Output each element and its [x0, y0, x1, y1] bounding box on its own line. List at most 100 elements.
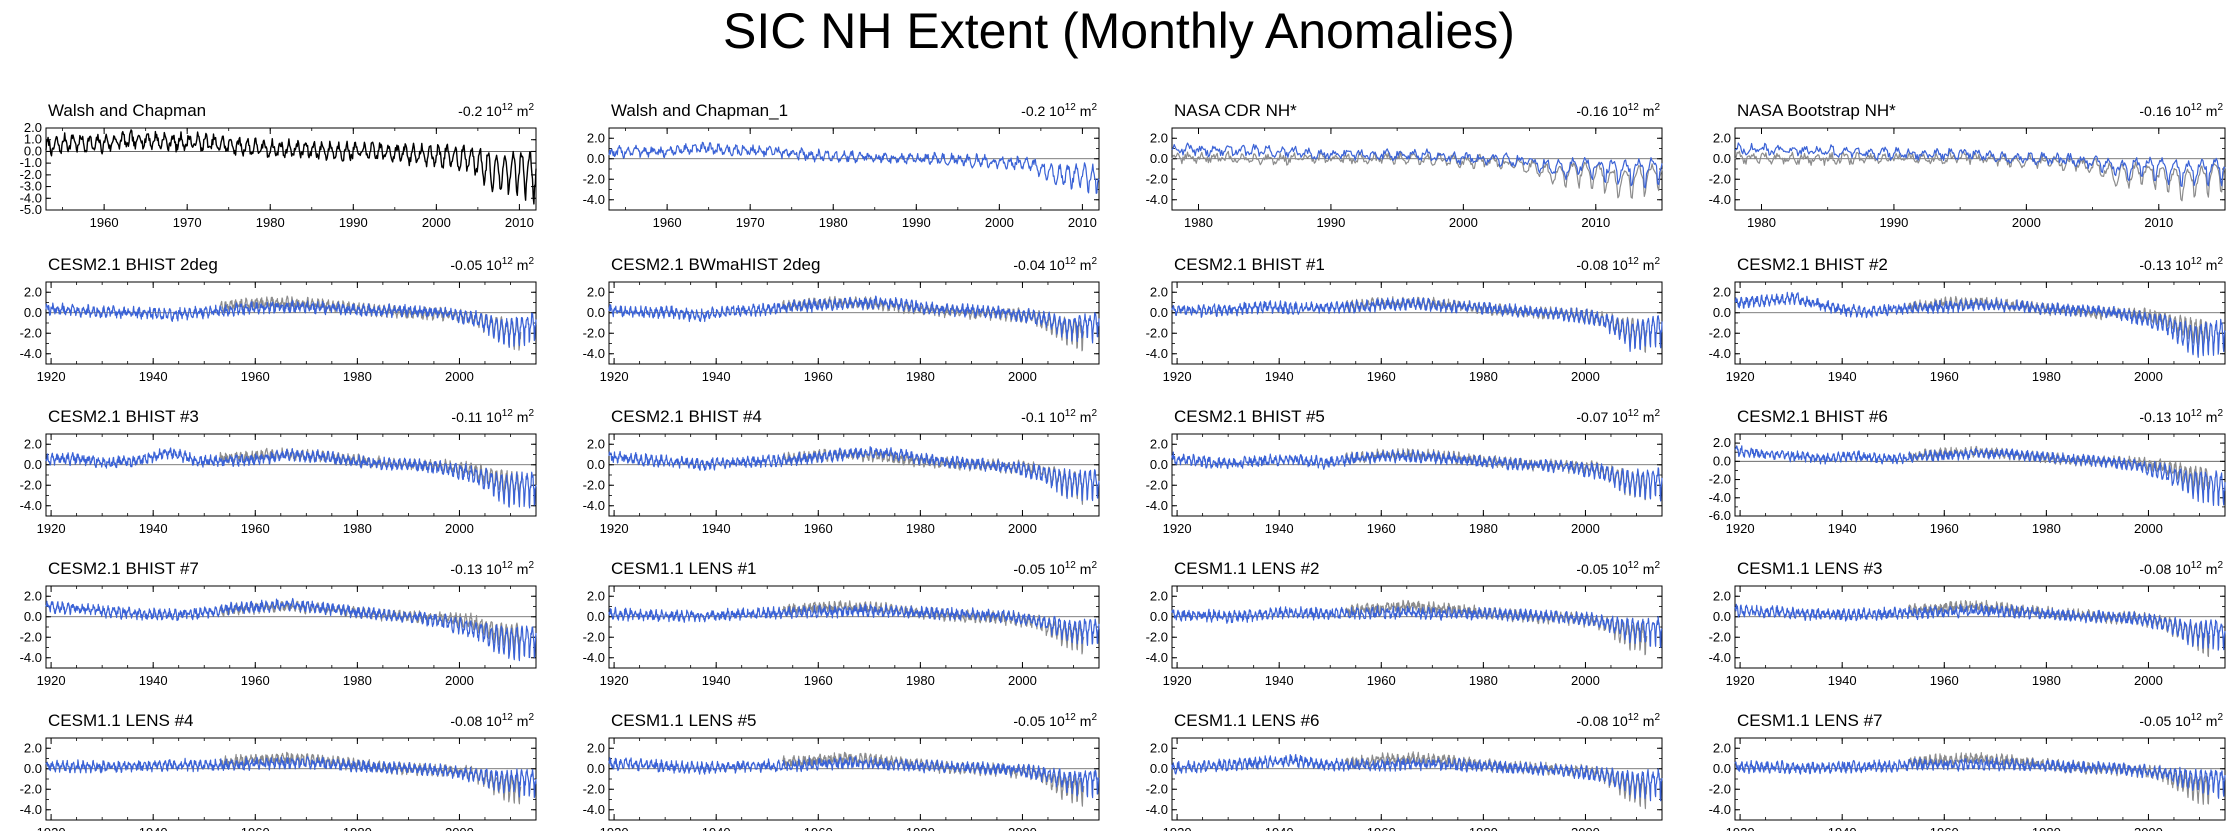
y-tick-label: -5.0 [20, 202, 42, 217]
x-tick-label: 1960 [804, 369, 833, 384]
x-tick-label: 1960 [1930, 673, 1959, 688]
y-tick-label: 2.0 [24, 436, 42, 451]
x-tick-label: 2000 [1571, 673, 1600, 688]
y-tick-label: -4.0 [20, 346, 42, 361]
series-line-reference [781, 751, 1085, 807]
series-line-model [608, 446, 1100, 502]
y-tick-label: 2.0 [1713, 435, 1731, 450]
trend-label: -0.07 1012 m2 [1576, 408, 1660, 425]
panel-6: CESM2.1 BWmaHIST 2deg -0.04 1012 m2 2.0 0.0… [583, 255, 1100, 384]
series-line-reference [1344, 751, 1648, 810]
panel-7: CESM2.1 BHIST #1 -0.08 1012 m2 2.0 0.0 -2.0 -… [1146, 255, 1663, 384]
x-tick-label: 1980 [256, 215, 285, 230]
series-line-model [608, 141, 1100, 194]
trend-label: -0.16 1012 m2 [1576, 102, 1660, 119]
y-tick-label: -4.0 [583, 498, 605, 513]
y-tick-label: 2.0 [1150, 740, 1168, 755]
x-tick-label: 1980 [1469, 825, 1498, 831]
panel-15: CESM1.1 LENS #2 -0.05 1012 m2 2.0 0.0 -2.0 -4… [1146, 559, 1663, 688]
y-tick-label: -2.0 [1709, 472, 1731, 487]
x-tick-label: 1960 [90, 215, 119, 230]
x-tick-label: 1940 [1828, 825, 1857, 831]
panel-title: CESM1.1 LENS #1 [611, 559, 757, 578]
x-tick-label: 1940 [139, 369, 168, 384]
y-tick-label: -2.0 [583, 477, 605, 492]
y-tick-label: 2.0 [587, 436, 605, 451]
panel-title: CESM1.1 LENS #6 [1174, 711, 1320, 730]
y-tick-label: -2.0 [1146, 781, 1168, 796]
trend-label: -0.16 1012 m2 [2139, 102, 2223, 119]
panel-4: NASA Bootstrap NH* -0.16 1012 m2 2.0 0.0 -2.… [1709, 101, 2226, 230]
y-tick-label: 1.0 [24, 132, 42, 147]
y-tick-label: -2.0 [20, 325, 42, 340]
y-tick-label: 0.0 [1150, 609, 1168, 624]
series-line-model [608, 295, 1100, 344]
y-tick-label: -4.0 [1146, 650, 1168, 665]
x-tick-label: 1980 [1184, 215, 1213, 230]
y-tick-label: -2.0 [1709, 325, 1731, 340]
y-tick-label: 0.0 [1150, 457, 1168, 472]
x-tick-label: 1920 [1726, 369, 1755, 384]
y-tick-label: -4.0 [20, 190, 42, 205]
x-tick-label: 1990 [1879, 215, 1908, 230]
series-line-reference [1171, 150, 1663, 199]
x-tick-label: 1940 [702, 521, 731, 536]
y-tick-label: -4.0 [1146, 802, 1168, 817]
y-tick-label: 0.0 [587, 151, 605, 166]
x-tick-label: 1980 [906, 825, 935, 831]
x-tick-label: 1940 [1265, 825, 1294, 831]
x-tick-label: 1980 [906, 521, 935, 536]
panel-title: Walsh and Chapman_1 [611, 101, 788, 120]
y-tick-label: -4.0 [583, 192, 605, 207]
y-tick-label: 0.0 [24, 305, 42, 320]
series-line-model [45, 299, 537, 348]
x-tick-label: 1920 [1726, 673, 1755, 688]
x-tick-label: 1960 [804, 673, 833, 688]
x-tick-label: 1980 [343, 673, 372, 688]
x-tick-label: 1920 [37, 825, 66, 831]
series-line-reference [219, 447, 522, 503]
y-tick-label: -2.0 [583, 171, 605, 186]
x-tick-label: 1980 [2032, 369, 2061, 384]
y-tick-label: 2.0 [587, 740, 605, 755]
y-tick-label: 2.0 [24, 740, 42, 755]
x-tick-label: 1920 [1726, 825, 1755, 831]
x-tick-label: 2000 [445, 825, 474, 831]
panel-title: CESM2.1 BHIST #3 [48, 407, 199, 426]
plot-frame [608, 585, 1100, 669]
trend-label: -0.08 1012 m2 [1576, 256, 1660, 273]
plot-frame [1734, 433, 2226, 517]
x-tick-label: 2010 [1068, 215, 1097, 230]
series-line-model [608, 603, 1100, 646]
x-tick-label: 1960 [1367, 521, 1396, 536]
x-tick-label: 1980 [2032, 521, 2061, 536]
panel-title: CESM1.1 LENS #7 [1737, 711, 1883, 730]
x-tick-label: 1920 [37, 673, 66, 688]
y-tick-label: 2.0 [587, 588, 605, 603]
series-line-model [45, 447, 537, 509]
x-tick-label: 2000 [1571, 825, 1600, 831]
x-tick-label: 1980 [1469, 369, 1498, 384]
y-tick-label: -2.0 [1146, 325, 1168, 340]
y-tick-label: -4.0 [1709, 650, 1731, 665]
y-tick-label: -4.0 [1709, 802, 1731, 817]
panel-9: CESM2.1 BHIST #3 -0.11 1012 m2 2.0 0.0 -2.0 -… [20, 407, 537, 536]
series-line-reference [219, 751, 522, 805]
x-tick-label: 2000 [2134, 521, 2163, 536]
panel-10: CESM2.1 BHIST #4 -0.1 1012 m2 2.0 0.0 -2.0 -4… [583, 407, 1100, 536]
x-tick-label: 1980 [2032, 825, 2061, 831]
x-tick-label: 1940 [1828, 673, 1857, 688]
y-tick-label: -4.0 [1709, 490, 1731, 505]
x-tick-label: 1960 [241, 673, 270, 688]
x-tick-label: 1960 [241, 369, 270, 384]
series-line-model [1734, 445, 2226, 507]
x-tick-label: 1960 [1930, 521, 1959, 536]
y-tick-label: 0.0 [1713, 453, 1731, 468]
y-tick-label: -2.0 [1709, 781, 1731, 796]
x-tick-label: 2000 [2134, 369, 2163, 384]
panel-5: CESM2.1 BHIST 2deg -0.05 1012 m2 2.0 0.0 -2.… [20, 255, 537, 384]
x-tick-label: 1920 [37, 369, 66, 384]
panel-title: CESM2.1 BHIST #5 [1174, 407, 1325, 426]
x-tick-label: 1980 [343, 521, 372, 536]
series-line-model [1734, 142, 2226, 187]
